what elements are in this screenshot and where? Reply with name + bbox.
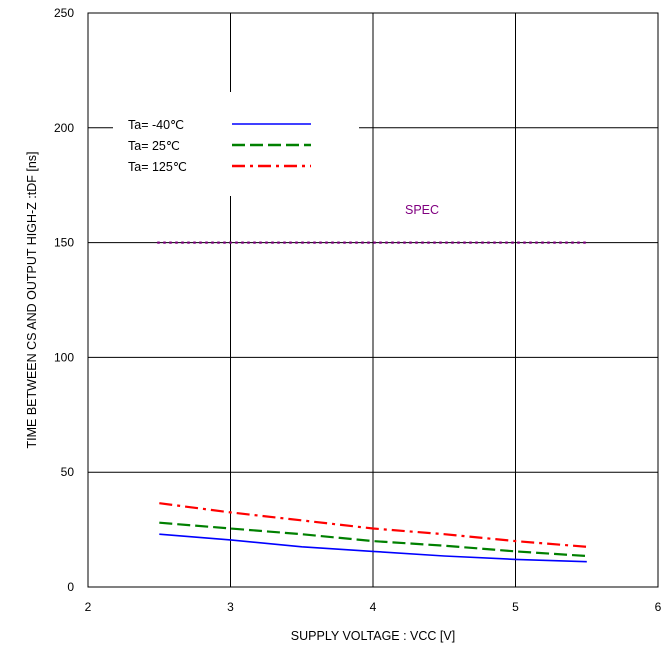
- x-tick-labels: 2 3 4 5 6: [85, 600, 662, 614]
- x-tick-label: 6: [655, 600, 662, 614]
- spec-label: SPEC: [405, 203, 439, 217]
- series-lines: [159, 502, 587, 563]
- y-tick-label: 150: [54, 236, 74, 250]
- x-axis-title: SUPPLY VOLTAGE : VCC [V]: [291, 629, 455, 643]
- y-tick-label: 200: [54, 121, 74, 135]
- y-axis-title: TIME BETWEEN CS AND OUTPUT HIGH-Z :tDF […: [25, 151, 39, 448]
- legend-label: Ta= 125℃: [128, 160, 187, 174]
- x-tick-label: 3: [227, 600, 234, 614]
- x-tick-label: 4: [370, 600, 377, 614]
- y-tick-label: 250: [54, 6, 74, 20]
- y-tick-labels: 0 50 100 150 200 250: [54, 6, 74, 594]
- legend-label: Ta= -40℃: [128, 118, 184, 132]
- y-tick-label: 100: [54, 350, 74, 364]
- series-line-3: [159, 502, 587, 548]
- series-line-1: [159, 533, 587, 563]
- y-tick-label: 50: [61, 465, 75, 479]
- x-tick-label: 5: [512, 600, 519, 614]
- plot-frame: [87, 12, 659, 588]
- legend: Ta= -40℃ Ta= 25℃ Ta= 125℃: [113, 92, 359, 196]
- x-tick-label: 2: [85, 600, 92, 614]
- y-tick-label: 0: [67, 580, 74, 594]
- spec-group: SPEC: [157, 203, 589, 244]
- legend-label: Ta= 25℃: [128, 139, 180, 153]
